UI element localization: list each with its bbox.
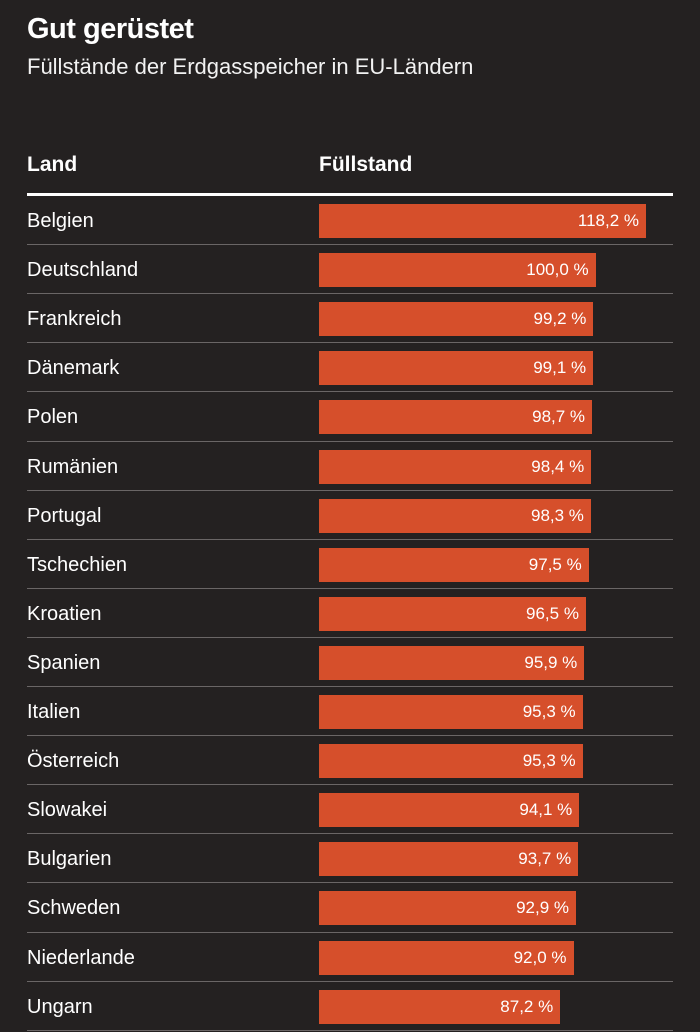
value-label: 92,9 % — [516, 898, 569, 918]
bar: 98,4 % — [319, 449, 592, 484]
country-label: Schweden — [27, 897, 121, 920]
value-label: 95,3 % — [522, 702, 576, 721]
bar: 98,3 % — [319, 498, 591, 533]
country-label: Ungarn — [27, 995, 93, 1018]
row-divider — [27, 784, 673, 786]
chart-subtitle: Füllstände der Erdgasspeicher in EU-Länd… — [27, 54, 474, 79]
row-divider — [27, 980, 673, 982]
row-divider — [27, 244, 673, 246]
country-label: Italien — [27, 701, 81, 723]
country-label: Tschechien — [27, 553, 128, 576]
bar: 87,2 % — [319, 989, 561, 1024]
value-label: 95,3 % — [522, 751, 576, 771]
value-label: 100,0 % — [526, 260, 589, 280]
value-label: 87,2 % — [500, 996, 554, 1016]
value-label: 95,9 % — [524, 652, 578, 672]
row-divider — [27, 1029, 673, 1031]
row-divider — [27, 538, 673, 540]
row-divider — [27, 833, 673, 835]
country-label: Deutschland — [27, 259, 139, 282]
value-label: 96,5 % — [526, 603, 579, 623]
value-label: 98,3 % — [531, 505, 584, 525]
country-label: Bulgarien — [27, 848, 112, 871]
value-label: 99,2 % — [533, 309, 587, 329]
bar: 93,7 % — [319, 842, 579, 877]
row-divider — [27, 931, 673, 933]
value-label: 99,1 % — [533, 358, 587, 378]
bar: 95,3 % — [319, 744, 583, 779]
bar: 100,0 % — [319, 253, 596, 288]
row-divider — [27, 293, 673, 295]
country-label: Spanien — [27, 651, 101, 674]
row-divider — [27, 882, 673, 884]
row-divider — [27, 735, 673, 737]
row-divider — [27, 489, 673, 491]
bar: 99,2 % — [319, 302, 594, 337]
country-label: Rumänien — [27, 455, 119, 478]
row-divider — [27, 587, 673, 589]
row-divider — [27, 686, 673, 687]
bar: 97,5 % — [319, 547, 589, 582]
country-label: Slowakei — [27, 799, 108, 822]
value-label: 93,7 % — [518, 849, 572, 869]
bar: 118,2 % — [319, 204, 646, 238]
country-label: Frankreich — [27, 308, 122, 331]
country-label: Portugal — [27, 504, 102, 527]
bar: 98,7 % — [319, 400, 593, 435]
row-divider — [27, 440, 673, 442]
bar: 92,9 % — [319, 891, 576, 926]
country-label: Kroatien — [27, 602, 102, 625]
bar: 92,0 % — [319, 940, 574, 975]
value-label: 94,1 % — [519, 800, 573, 820]
value-label: 98,7 % — [532, 407, 586, 427]
bar: 94,1 % — [319, 793, 580, 828]
value-label: 118,2 % — [577, 211, 639, 230]
row-divider — [27, 391, 673, 393]
column-header-land: Land — [27, 153, 78, 176]
row-divider — [27, 636, 673, 638]
country-label: Niederlande — [27, 946, 135, 969]
country-label: Belgien — [27, 210, 94, 232]
bar: 99,1 % — [319, 351, 594, 386]
column-header-fuellstand: Füllstand — [319, 153, 413, 176]
row-divider — [27, 342, 673, 344]
value-label: 98,4 % — [531, 456, 585, 476]
header-divider — [27, 193, 673, 196]
country-label: Polen — [27, 406, 79, 429]
value-label: 97,5 % — [528, 554, 582, 574]
country-label: Österreich — [27, 750, 120, 773]
country-label: Dänemark — [27, 357, 120, 380]
bar: 96,5 % — [319, 596, 586, 631]
chart-title: Gut gerüstet — [27, 13, 194, 45]
bar: 95,3 % — [319, 695, 583, 729]
bar: 95,9 % — [319, 645, 585, 680]
value-label: 92,0 % — [513, 947, 567, 967]
